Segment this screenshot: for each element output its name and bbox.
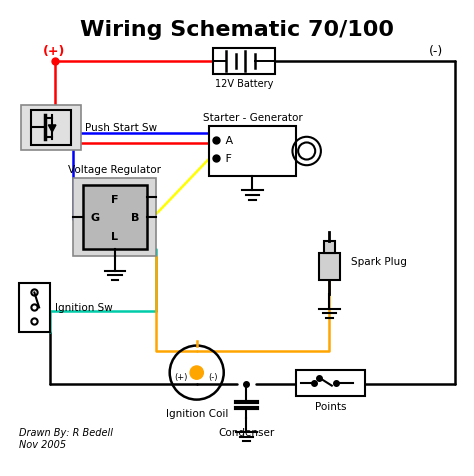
Text: 12V Battery: 12V Battery [215, 79, 273, 89]
Text: Starter - Generator: Starter - Generator [202, 113, 302, 123]
Bar [19, 283, 50, 333]
Text: Points: Points [315, 401, 346, 411]
Bar [324, 242, 335, 253]
Bar [21, 106, 81, 150]
Bar [296, 370, 365, 397]
Text: B: B [131, 213, 139, 223]
Bar [209, 127, 296, 177]
Text: G: G [91, 213, 100, 223]
Text: Ignition Sw: Ignition Sw [55, 303, 112, 313]
Text: (+): (+) [43, 45, 65, 58]
Text: L: L [111, 231, 118, 241]
Bar [73, 179, 156, 257]
Text: F: F [111, 195, 118, 205]
Text: Wiring Schematic 70/100: Wiring Schematic 70/100 [80, 20, 394, 40]
Text: Push Start Sw: Push Start Sw [85, 123, 157, 133]
Text: (-): (-) [208, 372, 218, 381]
Text: Ignition Coil: Ignition Coil [165, 408, 228, 418]
Text: Drawn By: R Bedell
Nov 2005: Drawn By: R Bedell Nov 2005 [19, 427, 113, 449]
Text: A: A [222, 136, 233, 146]
Text: Voltage Regulator: Voltage Regulator [68, 165, 162, 175]
Polygon shape [48, 126, 56, 133]
Bar [31, 110, 71, 146]
Bar [213, 49, 275, 75]
Text: (+): (+) [174, 372, 187, 381]
Bar [83, 186, 147, 250]
Text: F: F [222, 154, 232, 164]
Text: (-): (-) [429, 45, 443, 58]
Text: Condenser: Condenser [219, 427, 274, 437]
Bar [319, 253, 340, 280]
Text: Spark Plug: Spark Plug [351, 257, 407, 267]
Circle shape [190, 366, 203, 379]
